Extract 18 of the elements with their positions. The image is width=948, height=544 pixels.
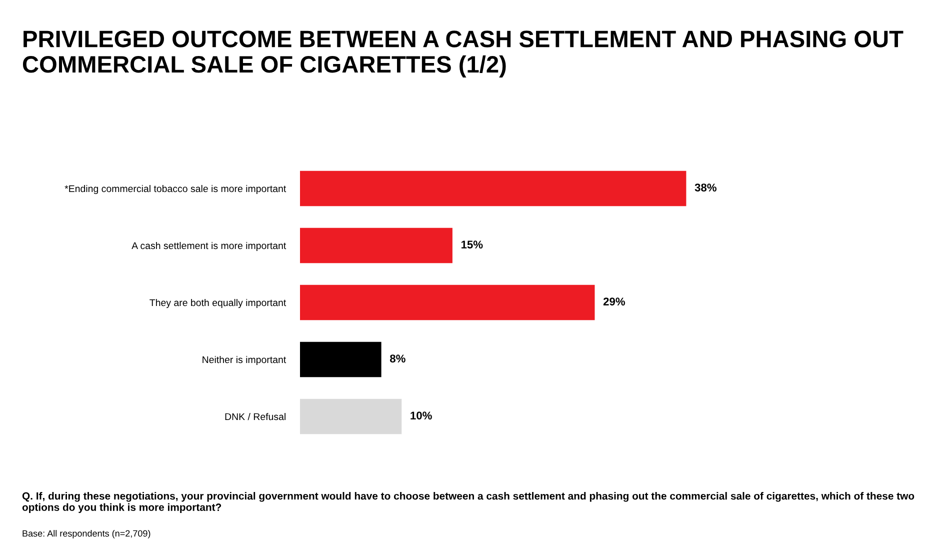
y-tick-label: *Ending commercial tobacco sale is more important (64, 184, 286, 194)
data-label: 15% (461, 240, 483, 248)
data-label: 38% (694, 184, 716, 192)
bar (300, 398, 402, 434)
data-label: 29% (603, 298, 626, 306)
y-tick-label: Neither is important (202, 356, 286, 366)
y-tick-label: They are both equally important (150, 298, 286, 308)
text: Base: All respondents (n=2,709) (22, 530, 150, 538)
y-tick-label: DNK / Refusal (225, 412, 286, 420)
data-label: 8% (390, 354, 406, 362)
chart-title: PRIVILEGED OUTCOME BETWEEN A CASH SETTLEMENT AND PHASING OUT COMMERCIAL SALE OF CIGARETTES (1/2) (22, 30, 904, 78)
y-tick-label: A cash settlement is more important (132, 242, 286, 252)
data-label: 10% (410, 412, 432, 420)
text: Q. If, during these negotiations, your provincial government would have to choose between a cash settlement and phasing out the commercial sale of cigarettes, which of these two options do you think is more important? (22, 492, 914, 513)
bar (300, 170, 686, 206)
bar (300, 228, 452, 264)
bar (300, 284, 595, 320)
bar (300, 342, 382, 378)
